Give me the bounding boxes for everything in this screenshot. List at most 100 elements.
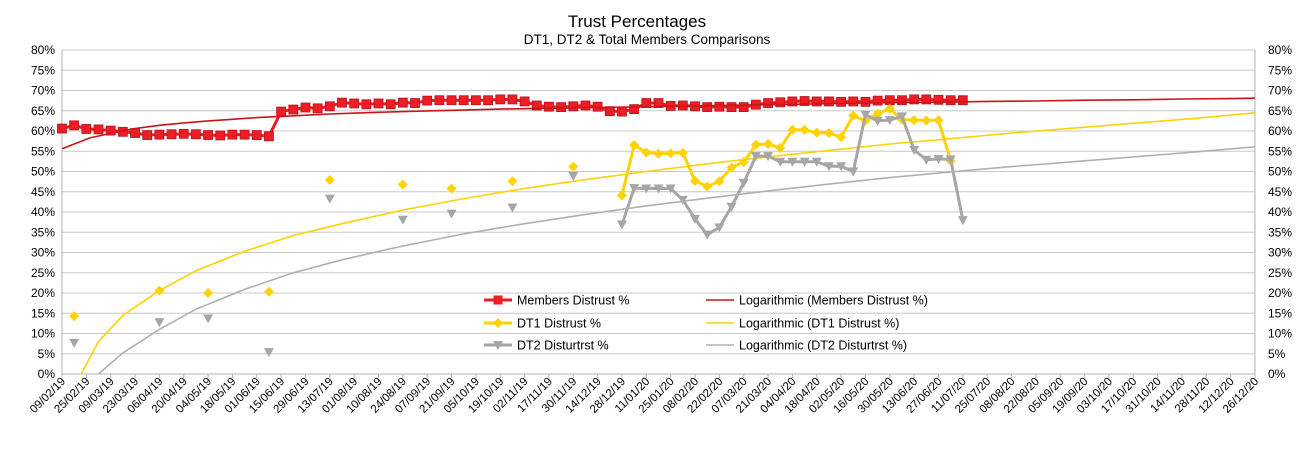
series-2-segment-23 <box>778 128 794 149</box>
series-4 <box>69 110 968 358</box>
y-tick-right-6: 30% <box>1268 246 1292 260</box>
series-0-point-60 <box>787 96 798 107</box>
y-tick-left-11: 55% <box>31 144 55 158</box>
y-tick-left-4: 20% <box>31 286 55 300</box>
series-4-segment-10 <box>620 187 636 226</box>
series-2-point-10 <box>629 140 640 151</box>
series-0-point-17 <box>264 131 274 142</box>
y-tick-left-15: 75% <box>31 63 55 77</box>
y-tick-left-6: 30% <box>31 246 55 260</box>
series-0-point-20 <box>300 102 311 113</box>
series-4-point-33 <box>909 146 920 156</box>
series-0 <box>57 94 968 142</box>
series-0-point-4 <box>105 125 116 136</box>
y-tick-left-13: 65% <box>31 104 55 118</box>
series-0-point-54 <box>714 101 725 112</box>
series-0-point-25 <box>361 99 372 110</box>
series-2-point-15 <box>690 175 701 186</box>
series-0-point-70 <box>909 94 920 105</box>
y-tick-left-0: 0% <box>38 367 56 381</box>
series-2-point-11 <box>641 147 652 158</box>
series-0-point-26 <box>373 98 384 109</box>
series-4-point-20 <box>750 152 761 162</box>
y-tick-left-7: 35% <box>31 225 55 239</box>
trendline-1 <box>61 97 1256 150</box>
series-4-point-29 <box>860 110 871 120</box>
series-2-point-34 <box>921 115 932 126</box>
y-tick-left-2: 10% <box>31 327 55 341</box>
series-2-point-5 <box>397 179 408 190</box>
series-0-point-71 <box>921 94 932 105</box>
series-0-point-39 <box>531 100 542 111</box>
y-tick-left-12: 60% <box>31 124 55 138</box>
series-4-point-10 <box>629 184 640 194</box>
series-4-point-0 <box>69 338 80 348</box>
series-0-point-40 <box>544 101 554 112</box>
series-4-point-35 <box>933 154 944 164</box>
series-0-point-36 <box>495 94 506 105</box>
trendline-5 <box>97 146 1256 375</box>
series-2-point-6 <box>446 183 457 194</box>
legend-marker-2 <box>493 318 503 328</box>
series-0-point-23 <box>337 97 347 108</box>
series-0-point-22 <box>324 101 335 112</box>
series-2-point-8 <box>568 161 579 172</box>
series-5 <box>97 146 1256 375</box>
y-tick-left-8: 40% <box>31 205 55 219</box>
series-4-point-19 <box>738 178 749 188</box>
series-layer <box>57 94 1256 375</box>
series-4-point-28 <box>848 167 859 177</box>
series-2-point-16 <box>702 181 713 192</box>
series-3 <box>80 112 1256 375</box>
legend-label-5: Logarithmic (DT2 Disturtrst %) <box>739 339 907 353</box>
series-0-point-48 <box>641 98 652 108</box>
series-0-point-65 <box>848 96 859 107</box>
series-0-point-53 <box>702 102 713 113</box>
series-0-point-18 <box>276 106 287 117</box>
series-4-point-18 <box>726 202 737 212</box>
series-4-point-6 <box>446 209 457 219</box>
series-2-point-4 <box>324 175 335 186</box>
series-2-point-31 <box>884 103 895 114</box>
series-4-point-5 <box>397 215 408 225</box>
series-0-point-29 <box>410 98 420 108</box>
y-tick-left-10: 50% <box>31 165 55 179</box>
series-2-point-24 <box>799 124 810 135</box>
series-2-point-23 <box>787 124 798 135</box>
series-4-point-27 <box>836 162 847 172</box>
y-tick-right-0: 0% <box>1268 367 1286 381</box>
y-tick-left-14: 70% <box>31 84 55 98</box>
series-4-point-36 <box>945 155 956 165</box>
series-0-point-24 <box>349 98 360 109</box>
series-4-point-26 <box>823 162 834 172</box>
series-0-point-13 <box>215 130 226 141</box>
series-0-point-43 <box>580 100 591 111</box>
series-0-point-12 <box>203 130 213 140</box>
series-0-point-66 <box>860 96 871 107</box>
y-tick-left-16: 80% <box>31 43 55 57</box>
series-0-point-31 <box>434 95 445 106</box>
series-4-point-12 <box>653 184 664 194</box>
series-0-point-15 <box>239 129 250 140</box>
series-0-point-16 <box>251 130 262 140</box>
series-2-point-13 <box>665 148 676 159</box>
legend: Members Distrust % Logarithmic (Members D… <box>484 294 928 353</box>
series-0-point-72 <box>933 94 944 105</box>
series-1 <box>61 97 1256 150</box>
series-4-point-7 <box>507 203 518 213</box>
series-2-point-21 <box>763 138 774 149</box>
series-4-point-32 <box>896 112 907 122</box>
y-tick-right-11: 55% <box>1268 144 1292 158</box>
series-0-point-1 <box>69 120 80 131</box>
series-4-point-3 <box>263 348 274 358</box>
series-0-point-61 <box>799 96 810 106</box>
y-tick-right-8: 40% <box>1268 205 1292 219</box>
series-2-segment-10 <box>620 144 636 196</box>
series-0-point-32 <box>446 95 457 106</box>
series-4-segment-33 <box>900 115 916 151</box>
series-0-point-67 <box>872 95 883 106</box>
series-4-point-9 <box>616 220 627 230</box>
series-0-point-30 <box>422 95 433 106</box>
y-tick-right-4: 20% <box>1268 286 1292 300</box>
legend-item-0: Members Distrust % <box>484 294 630 308</box>
